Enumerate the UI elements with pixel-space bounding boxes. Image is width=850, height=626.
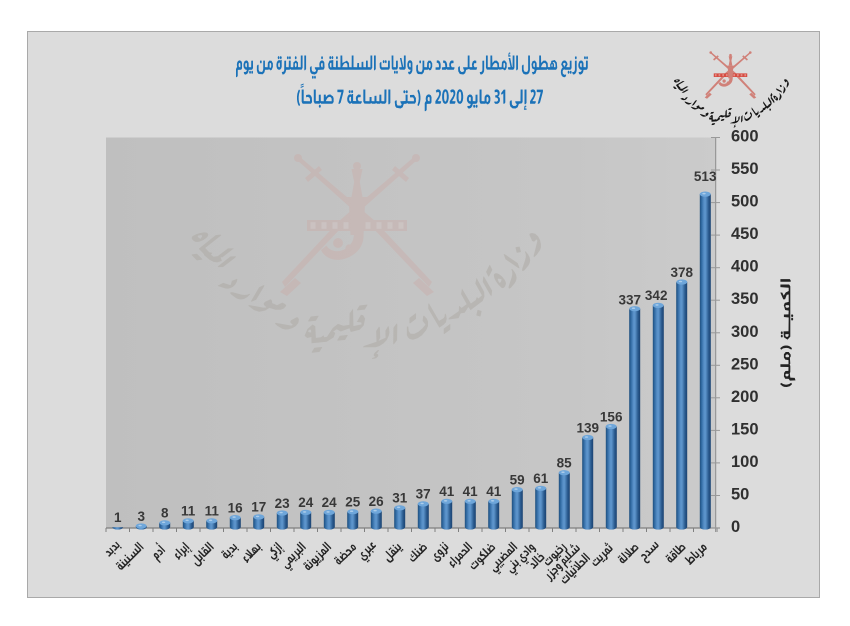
svg-text:61: 61 — [533, 471, 549, 486]
svg-text:150: 150 — [731, 420, 759, 438]
svg-text:23: 23 — [275, 496, 291, 511]
svg-text:300: 300 — [731, 323, 759, 341]
svg-text:31: 31 — [392, 491, 408, 506]
svg-text:550: 550 — [731, 160, 759, 178]
svg-text:24: 24 — [298, 495, 314, 510]
svg-text:100: 100 — [731, 453, 759, 471]
svg-text:25: 25 — [345, 495, 361, 510]
svg-text:156: 156 — [600, 409, 623, 424]
svg-text:50: 50 — [731, 486, 749, 504]
svg-text:250: 250 — [731, 355, 759, 373]
svg-text:0: 0 — [731, 518, 740, 536]
svg-text:41: 41 — [439, 484, 455, 499]
svg-text:8: 8 — [161, 506, 169, 521]
svg-text:41: 41 — [486, 484, 502, 499]
svg-text:85: 85 — [557, 456, 573, 471]
svg-text:139: 139 — [577, 420, 600, 435]
svg-text:378: 378 — [671, 265, 694, 280]
svg-text:400: 400 — [731, 258, 759, 276]
svg-text:337: 337 — [619, 293, 642, 308]
svg-text:450: 450 — [731, 225, 759, 243]
svg-text:600: 600 — [731, 128, 759, 146]
svg-text:59: 59 — [510, 472, 525, 487]
svg-text:3: 3 — [137, 509, 145, 524]
svg-text:16: 16 — [228, 500, 244, 515]
svg-text:500: 500 — [731, 193, 759, 211]
svg-text:513: 513 — [694, 169, 717, 184]
svg-text:200: 200 — [731, 388, 759, 406]
svg-text:24: 24 — [322, 495, 338, 510]
svg-text:11: 11 — [181, 504, 196, 519]
svg-text:1: 1 — [114, 510, 122, 525]
svg-text:350: 350 — [731, 290, 759, 308]
svg-text:17: 17 — [251, 500, 266, 515]
svg-text:41: 41 — [463, 484, 479, 499]
svg-text:26: 26 — [369, 494, 385, 509]
svg-text:342: 342 — [645, 288, 668, 303]
svg-text:11: 11 — [205, 504, 220, 519]
svg-text:37: 37 — [416, 487, 431, 502]
